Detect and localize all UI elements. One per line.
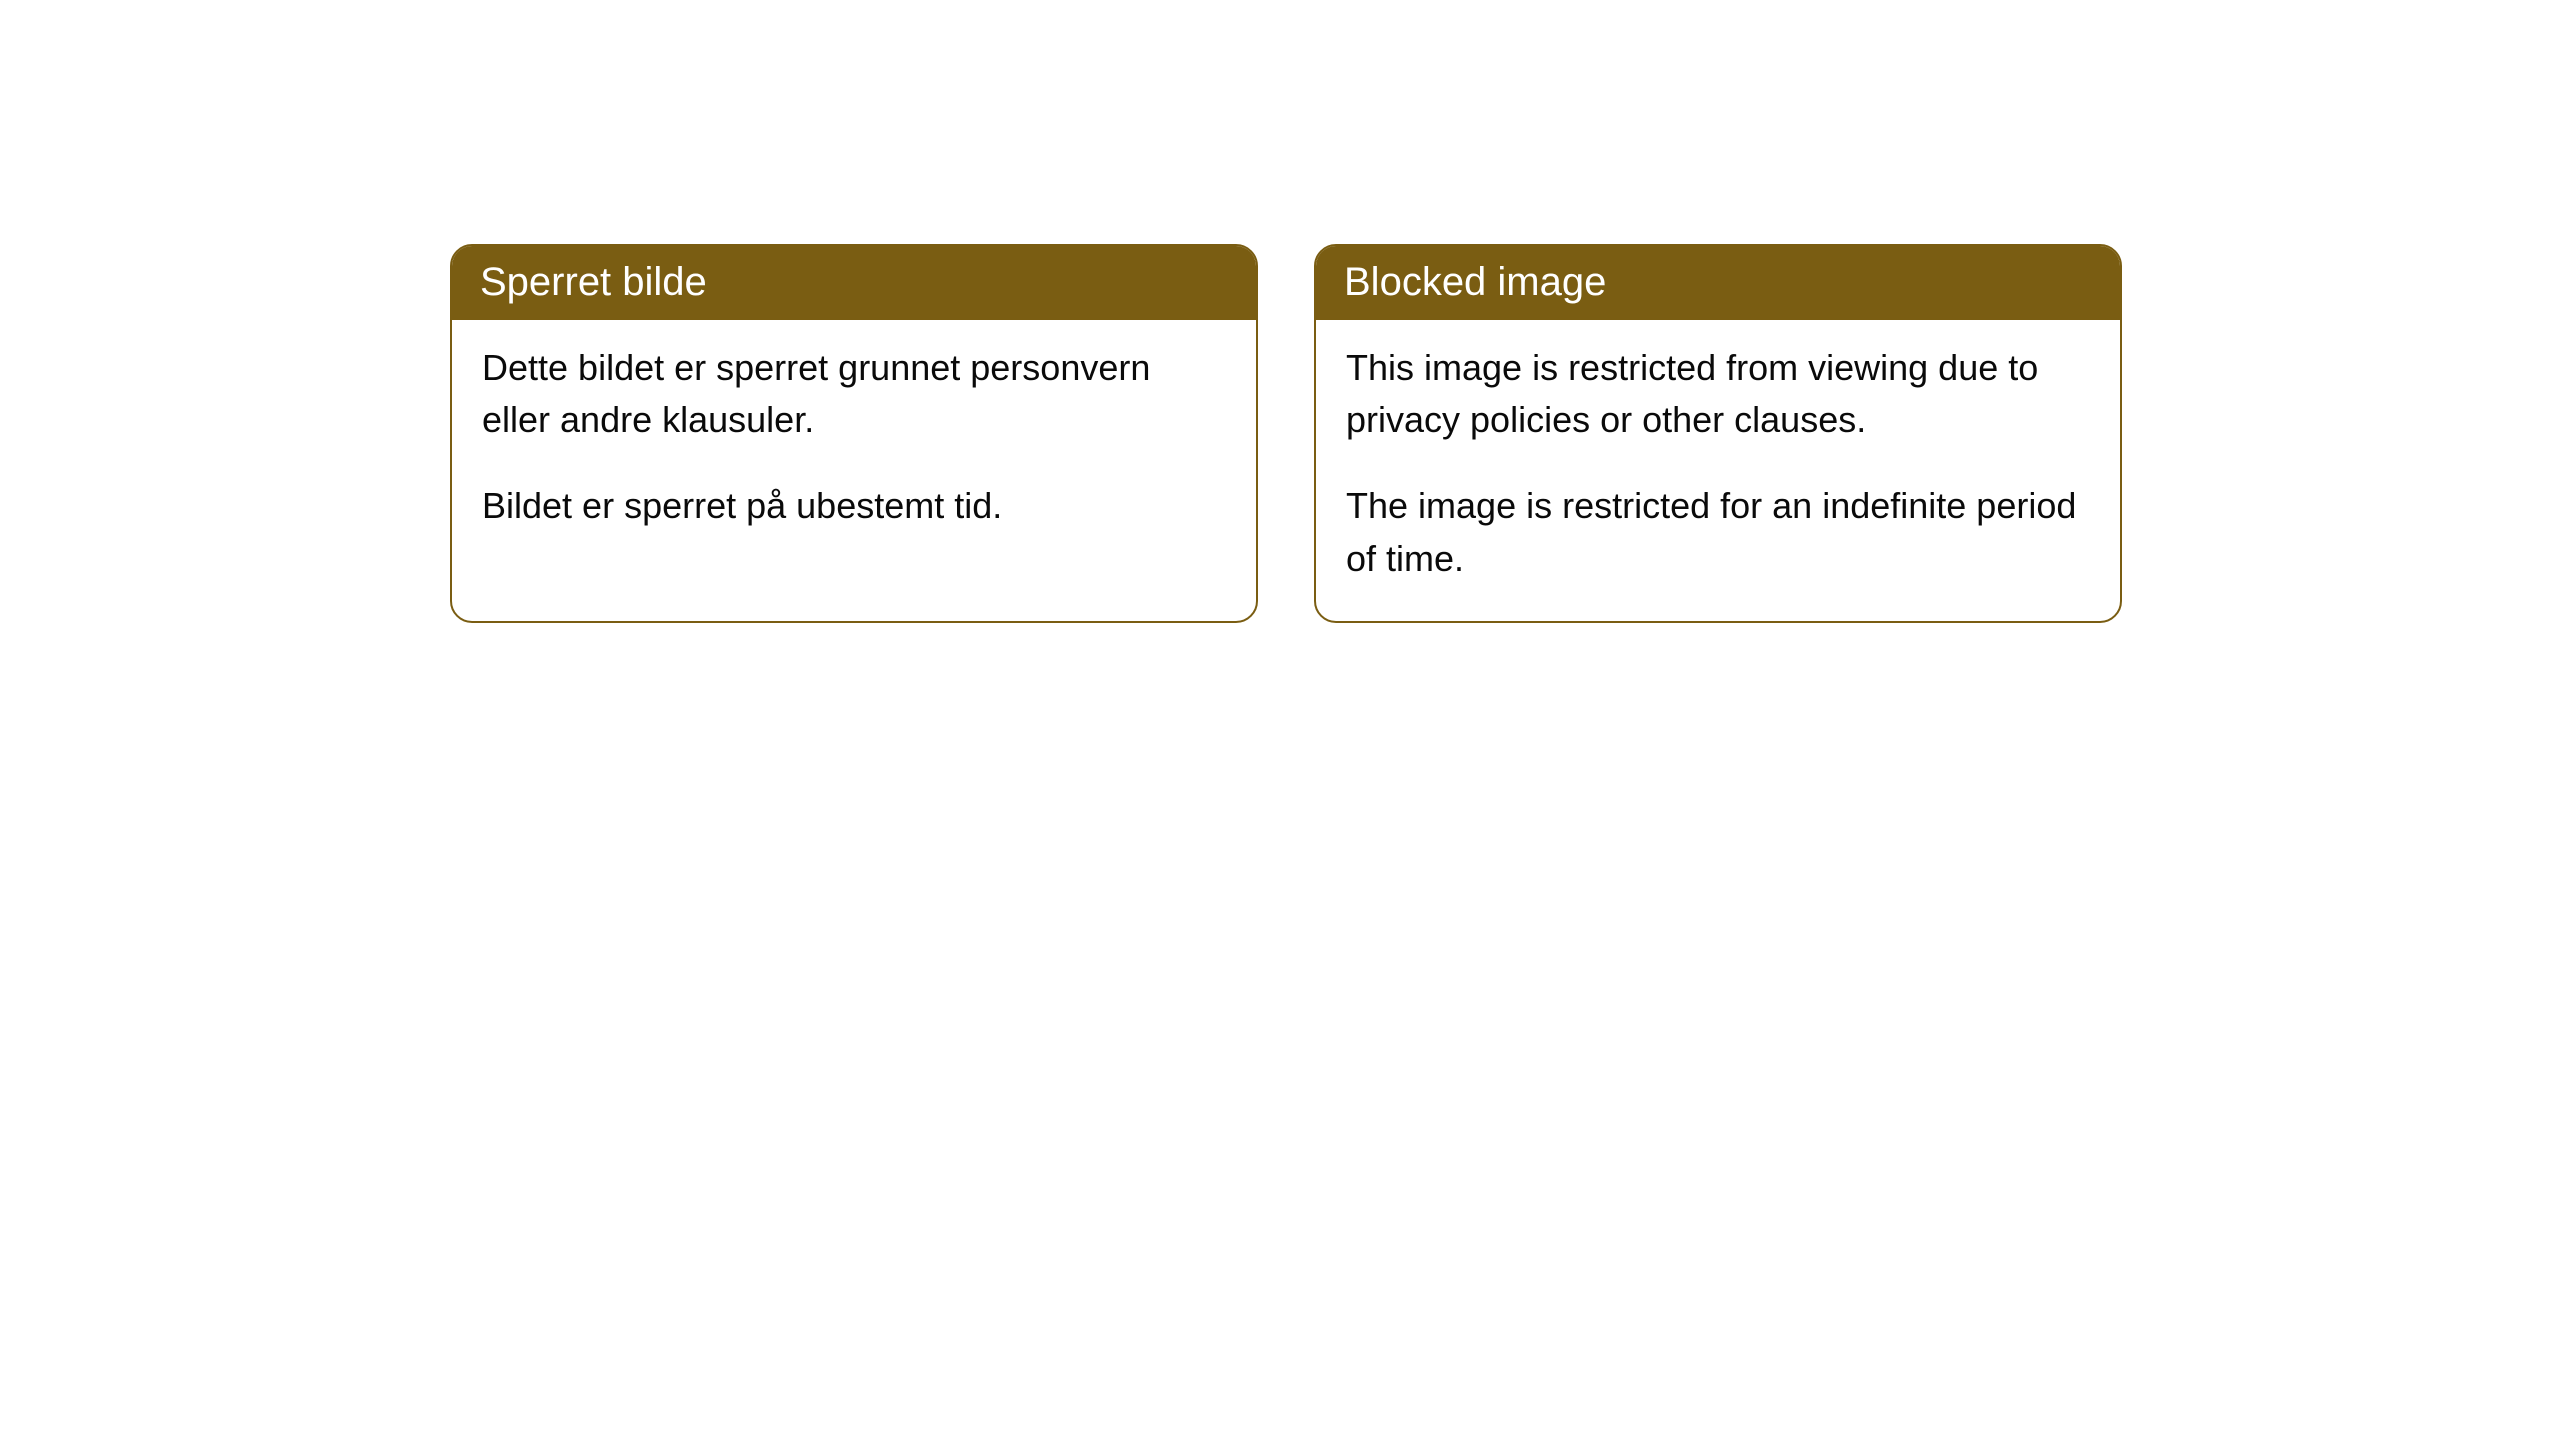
notice-paragraph: Dette bildet er sperret grunnet personve… (482, 342, 1226, 446)
notice-body-english: This image is restricted from viewing du… (1316, 320, 2120, 621)
notice-header-norwegian: Sperret bilde (452, 246, 1256, 320)
notice-card-norwegian: Sperret bilde Dette bildet er sperret gr… (450, 244, 1258, 623)
notice-body-norwegian: Dette bildet er sperret grunnet personve… (452, 320, 1256, 569)
notice-header-english: Blocked image (1316, 246, 2120, 320)
notice-container: Sperret bilde Dette bildet er sperret gr… (0, 0, 2560, 623)
notice-card-english: Blocked image This image is restricted f… (1314, 244, 2122, 623)
notice-paragraph: Bildet er sperret på ubestemt tid. (482, 480, 1226, 532)
notice-paragraph: This image is restricted from viewing du… (1346, 342, 2090, 446)
notice-paragraph: The image is restricted for an indefinit… (1346, 480, 2090, 584)
